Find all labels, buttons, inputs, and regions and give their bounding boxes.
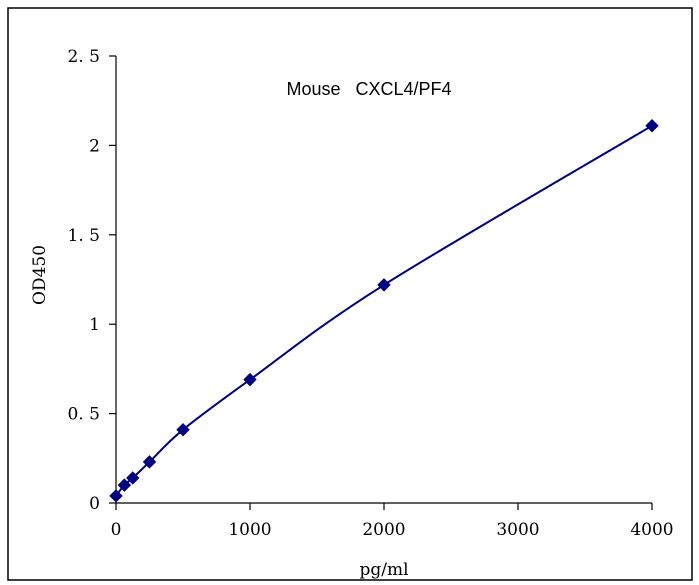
ticks: 0 0. 5 1 1. 5 2 2. 5 0 1000 2000 3000 4000: [68, 47, 674, 540]
data-point: [377, 278, 391, 292]
y-tick-label: 1: [89, 315, 100, 335]
x-tick-label: 1000: [228, 520, 271, 540]
x-tick-label: 3000: [496, 520, 539, 540]
data-point: [645, 119, 659, 133]
data-point: [126, 471, 140, 485]
x-tick-label: 0: [111, 520, 122, 540]
y-tick-label: 2. 5: [68, 47, 100, 67]
data-point: [142, 455, 157, 469]
y-tick-label: 2: [89, 136, 100, 156]
x-tick-label: 4000: [630, 520, 673, 540]
x-tick-label: 2000: [362, 520, 405, 540]
series-group: [109, 119, 659, 503]
data-point: [117, 478, 132, 492]
x-axis-title: pg/ml: [359, 560, 408, 580]
y-tick-label: 1. 5: [68, 226, 100, 246]
data-point: [109, 489, 123, 503]
data-point: [176, 422, 190, 437]
chart-title: Mouse CXCL4/PF4: [286, 79, 451, 99]
data-point: [243, 372, 257, 387]
y-axis-title: OD450: [30, 245, 50, 305]
y-tick-label: 0: [89, 494, 100, 514]
y-tick-label: 0. 5: [68, 405, 100, 425]
